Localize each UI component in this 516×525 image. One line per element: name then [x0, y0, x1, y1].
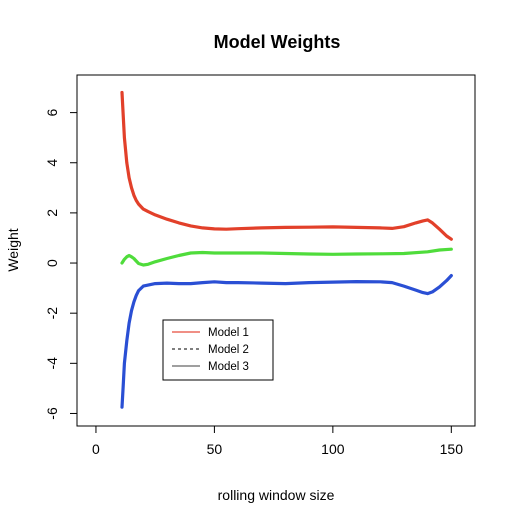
y-tick-label: 2 [44, 209, 60, 217]
y-axis: -6 -4 -2 0 2 4 6 [44, 109, 78, 420]
y-tick-label: 4 [44, 159, 60, 167]
legend: Model 1 Model 2 Model 3 [162, 319, 274, 381]
series-line-model-3 [120, 274, 453, 409]
x-axis-label: rolling window size [218, 487, 335, 503]
plot-frame [76, 74, 476, 427]
y-tick-label: -6 [44, 407, 60, 420]
legend-box [162, 319, 274, 381]
x-tick-label: 0 [92, 441, 100, 457]
legend-label-model-2: Model 2 [208, 344, 249, 356]
x-tick-label: 150 [440, 441, 464, 457]
legend-label-model-1: Model 1 [208, 327, 249, 339]
y-axis-label: Weight [5, 228, 21, 271]
y-tick-label: -4 [44, 357, 60, 370]
x-tick-label: 100 [321, 441, 345, 457]
x-tick-label: 50 [207, 441, 223, 457]
series-line-model-1 [120, 90, 453, 241]
series-layer [120, 90, 453, 409]
y-tick-label: 6 [44, 109, 60, 117]
y-tick-label: -2 [44, 307, 60, 320]
series-line-model-2 [120, 247, 453, 267]
legend-label-model-3: Model 3 [208, 361, 249, 373]
y-tick-label: 0 [44, 259, 60, 267]
x-axis: 0 50 100 150 [92, 425, 464, 457]
chart-title: Model Weights [214, 32, 341, 52]
